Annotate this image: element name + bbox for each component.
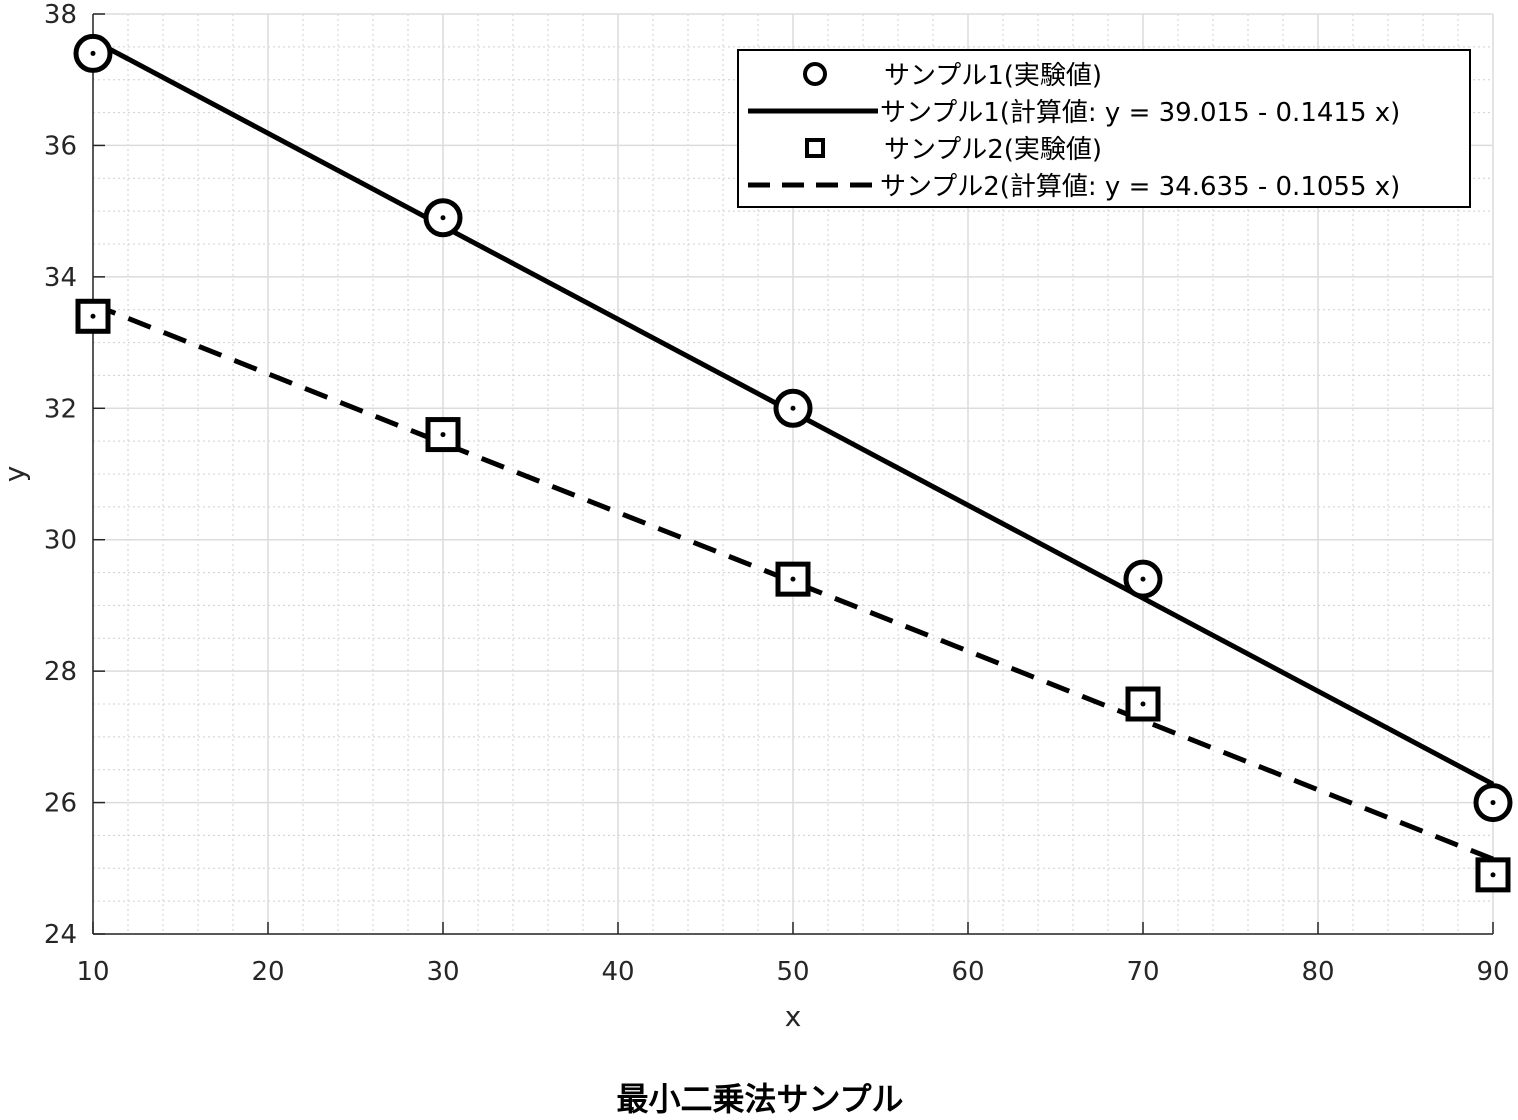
y-tick-label: 28: [44, 657, 77, 687]
grid-layer: [92, 13, 1494, 935]
x-tick-label: 80: [1301, 957, 1334, 987]
y-tick-label: 26: [44, 789, 77, 819]
data-point-center-dot: [1490, 872, 1496, 878]
data-point-square: [775, 561, 811, 597]
legend-entry-label: サンプル1(計算値: y = 39.015 - 0.1415 x): [880, 98, 1400, 128]
data-point-center-dot: [440, 215, 446, 221]
legend-entry-label: サンプル1(実験値): [884, 61, 1102, 91]
chart-title: 最小二乗法サンプル: [616, 1080, 903, 1118]
y-tick-label: 30: [44, 526, 77, 556]
legend-symbol-circle: [803, 62, 827, 86]
x-tick-label: 50: [776, 957, 809, 987]
axes-layer: 10 20 30 40 50 60 70 80 90 24 26 28 30 32 34 36 38 x y: [0, 0, 1510, 1033]
x-axis-label: x: [785, 1000, 802, 1033]
data-point-center-dot: [790, 576, 796, 582]
legend-entry-label: サンプル2(計算値: y = 34.635 - 0.1055 x): [880, 172, 1400, 202]
y-tick-label: 38: [44, 0, 77, 30]
x-tick-label: 30: [426, 957, 459, 987]
legend-box: [737, 49, 1471, 208]
y-axis-label: y: [0, 466, 31, 483]
x-tick-label: 20: [251, 957, 284, 987]
y-tick-label: 32: [44, 394, 77, 424]
data-point-square: [75, 298, 111, 334]
data-point-center-dot: [790, 405, 796, 411]
y-tick-label: 24: [44, 920, 77, 950]
data-point-center-dot: [440, 432, 446, 438]
x-tick-label: 60: [951, 957, 984, 987]
x-tick-label: 40: [601, 957, 634, 987]
data-point-center-dot: [1140, 701, 1146, 707]
series-line-sample2-fit: [92, 302, 1494, 862]
y-tick-label: 36: [44, 131, 77, 161]
x-tick-label: 90: [1476, 957, 1509, 987]
x-tick-label: 10: [76, 957, 109, 987]
data-point-center-dot: [1140, 576, 1146, 582]
series-layer: [73, 33, 1513, 893]
data-point-center-dot: [1490, 800, 1496, 806]
legend: サンプル1(実験値) サンプル1(計算値: y = 39.015 - 0.1415…: [737, 49, 1471, 208]
x-tick-label: 70: [1126, 957, 1159, 987]
legend-entry-label: サンプル2(実験値): [884, 135, 1102, 165]
data-point-center-dot: [90, 313, 96, 319]
y-tick-label: 34: [44, 263, 77, 293]
legend-symbol-square: [805, 138, 825, 158]
data-point-center-dot: [90, 50, 96, 56]
